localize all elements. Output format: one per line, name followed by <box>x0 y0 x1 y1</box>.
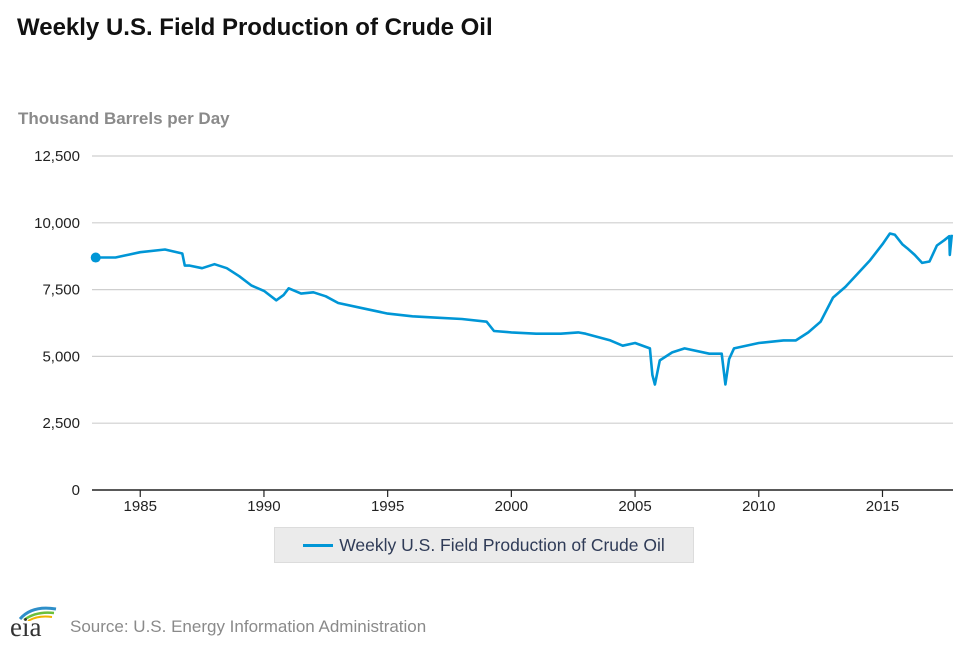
x-tick-label: 2005 <box>618 498 651 515</box>
x-tick-label: 1995 <box>371 498 404 515</box>
x-tick-label: 2000 <box>495 498 528 515</box>
gridlines <box>92 155 953 424</box>
x-tick-label: 2010 <box>742 498 775 515</box>
eia-logo-text: eia <box>10 612 42 642</box>
x-tick-label: 1985 <box>124 498 157 515</box>
series-start-point <box>90 252 101 263</box>
eia-logo: eia <box>8 605 58 641</box>
legend-swatch <box>303 543 334 547</box>
x-tick-label: 2015 <box>866 498 899 515</box>
chart-title: Weekly U.S. Field Production of Crude Oi… <box>17 14 493 41</box>
source-note: Source: U.S. Energy Information Administ… <box>70 617 427 636</box>
y-tick-label: 2,500 <box>42 415 80 432</box>
chart-legend[interactable]: Weekly U.S. Field Production of Crude Oi… <box>274 527 694 563</box>
y-axis-tick-labels: 0 2,500 5,000 7,500 10,000 12,500 <box>34 148 80 499</box>
y-axis-unit-label: Thousand Barrels per Day <box>18 109 230 128</box>
y-tick-label: 0 <box>72 482 80 499</box>
y-tick-label: 7,500 <box>42 282 80 299</box>
x-tick-label: 1990 <box>247 498 280 515</box>
series-line <box>95 232 954 386</box>
eia-logo-arc-icon <box>18 606 57 621</box>
legend-label: Weekly U.S. Field Production of Crude Oi… <box>339 534 665 555</box>
y-tick-label: 12,500 <box>34 148 80 165</box>
x-axis: 1985 1990 1995 2000 2005 2010 2015 <box>92 489 953 515</box>
series-layer <box>90 232 954 386</box>
y-tick-label: 5,000 <box>42 348 80 365</box>
y-tick-label: 10,000 <box>34 215 80 232</box>
